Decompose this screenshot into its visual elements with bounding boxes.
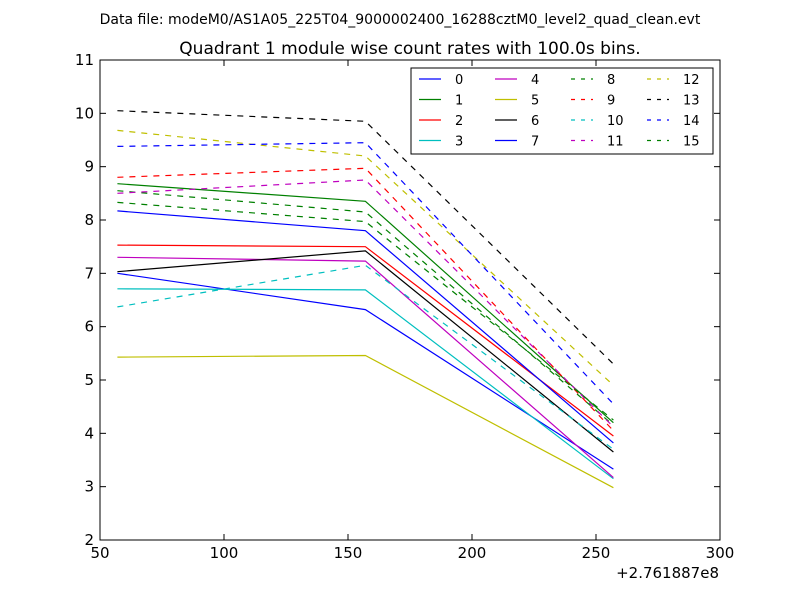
plot-frame: [99, 59, 721, 541]
y-tick-label: 10: [75, 104, 94, 122]
series-line-5: [117, 354, 614, 489]
x-tick-label: 100: [210, 544, 239, 562]
x-tick-label: 300: [706, 544, 735, 562]
legend-entry-9: 9: [607, 94, 615, 109]
y-tick-label: 9: [84, 158, 94, 176]
x-tick-label: 50: [90, 544, 109, 562]
series-line-0: [117, 272, 614, 470]
legend-entry-8: 8: [607, 73, 615, 88]
series-line-3: [117, 288, 614, 480]
y-tick-label: 4: [84, 424, 94, 442]
legend-box: [410, 67, 714, 155]
y-tick-label: 6: [84, 318, 94, 336]
legend-entry-7: 7: [531, 135, 539, 150]
series-line-1: [117, 183, 614, 424]
series-line-14: [117, 142, 614, 405]
y-tick-label: 11: [75, 51, 94, 69]
series-line-8: [117, 190, 614, 426]
legend-entry-4: 4: [531, 73, 539, 88]
x-tick-label: 150: [334, 544, 363, 562]
legend-entry-1: 1: [455, 94, 463, 109]
x-tick-label: 200: [458, 544, 487, 562]
legend-entry-15: 15: [683, 135, 700, 150]
legend-entry-3: 3: [455, 135, 463, 150]
y-tick-label: 5: [84, 371, 94, 389]
y-tick-label: 2: [84, 531, 94, 549]
legend-entry-12: 12: [683, 73, 700, 88]
y-tick-label: 3: [84, 478, 94, 496]
series-line-2: [117, 244, 614, 437]
y-tick-label: 7: [84, 264, 94, 282]
legend-entry-11: 11: [607, 135, 624, 150]
series-line-10: [117, 264, 614, 450]
y-tick-label: 8: [84, 211, 94, 229]
series-line-15: [117, 201, 614, 421]
data-file-label: Data file: modeM0/AS1A05_225T04_90000024…: [100, 12, 701, 28]
legend-entry-13: 13: [683, 94, 700, 109]
legend-entry-0: 0: [455, 73, 463, 88]
plot-lines: [117, 110, 614, 489]
series-line-7: [117, 210, 614, 444]
legend-entry-6: 6: [531, 114, 539, 129]
series-line-11: [117, 179, 614, 428]
series-line-4: [117, 256, 614, 479]
legend-entry-10: 10: [607, 114, 624, 129]
series-line-6: [117, 250, 614, 453]
legend-entry-2: 2: [455, 114, 463, 129]
x-offset-label: +2.761887e8: [616, 564, 719, 582]
chart-title: Quadrant 1 module wise count rates with …: [179, 39, 640, 59]
x-tick-label: 250: [582, 544, 611, 562]
legend-entry-5: 5: [531, 94, 539, 109]
legend-entry-14: 14: [683, 114, 700, 129]
